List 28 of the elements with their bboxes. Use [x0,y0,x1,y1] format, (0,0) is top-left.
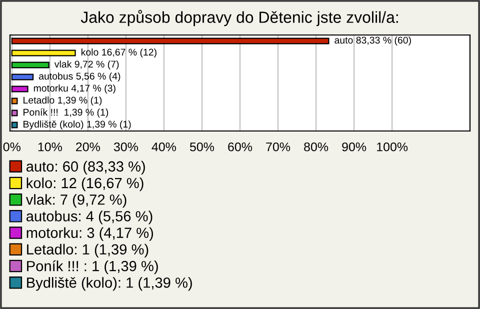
x-tick-label: 20% [76,142,100,152]
legend-label: auto: 60 (83,33 %) [26,160,145,174]
data-label: Poník !!! 1,39 % (1) [24,108,108,118]
x-tick-label: 60% [228,142,252,152]
x-tick-label: 40% [152,142,176,152]
legend-label: vlak: 7 (9,72 %) [26,194,126,208]
legend-label: autobus: 4 (5,56 %) [26,210,152,224]
chart-title: Jako způsob dopravy do Dětenic jste zvolil/a: [80,10,398,26]
data-label: kolo 16,67 % (12) [81,48,156,58]
x-tick-label: 90% [342,142,366,152]
data-label: auto 83,33 % (60) [334,36,411,46]
data-label: autobus 5,56 % (4) [39,72,120,82]
data-label: Bydliště (kolo) 1,39 % (1) [24,120,131,130]
legend-label: motorku: 3 (4,17 %) [26,227,154,241]
legend-label: Bydliště (kolo): 1 (1,39 %) [27,277,192,291]
x-tick-label: 70% [266,142,290,152]
x-tick-label: 10% [38,142,62,152]
x-tick-label: 30% [114,142,138,152]
legend-label: Poník !!! : 1 (1,39 %) [27,260,158,274]
x-tick-label: 80% [304,142,328,152]
legend-label: kolo: 12 (16,67 %) [26,178,144,192]
x-tick-label: 0% [3,142,20,152]
x-tick-label: 50% [190,142,214,152]
data-label: Letadlo 1,39 % (1) [24,96,102,106]
x-tick-label: 100% [377,142,408,152]
data-label: vlak 9,72 % (7) [54,60,119,70]
legend-label: Letadlo: 1 (1,39 %) [27,244,148,258]
data-label: motorku 4,17 % (3) [34,84,116,94]
